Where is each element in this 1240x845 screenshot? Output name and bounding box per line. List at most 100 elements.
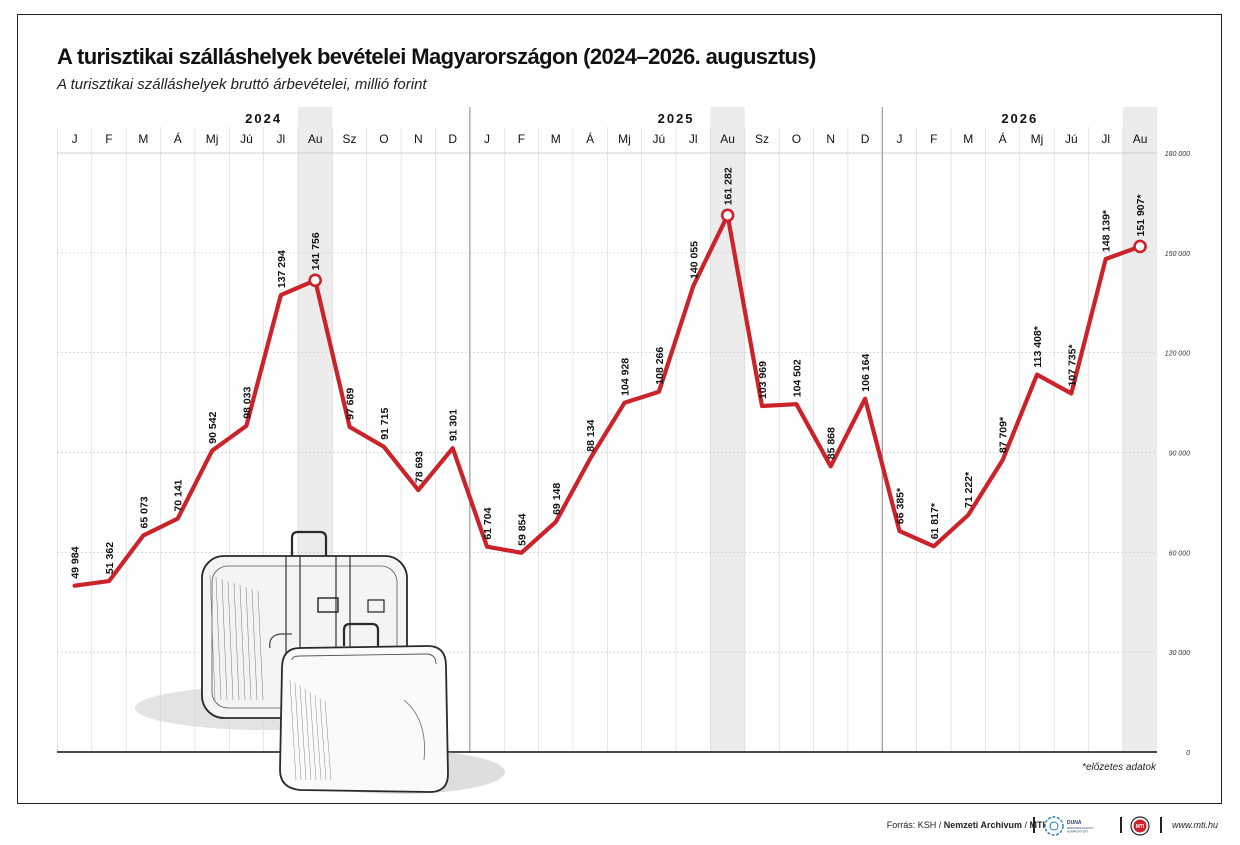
hatch-line (294, 682, 302, 781)
month-label: Sz (343, 132, 357, 146)
highlight-point (720, 208, 735, 223)
month-label: N (414, 132, 423, 146)
data-label: 65 073 (138, 496, 150, 528)
svg-text:DUNA: DUNA (1067, 820, 1082, 826)
data-label: 61 704 (482, 507, 494, 539)
month-label: O (792, 132, 801, 146)
source-archive: Nemzeti Archívum (943, 820, 1022, 830)
back-suitcase-handle (290, 530, 328, 556)
month-label: Mj (618, 132, 631, 146)
data-label: 113 408* (1032, 325, 1044, 367)
footer-divider (1120, 817, 1122, 833)
mti-logo: MTI (1130, 816, 1150, 836)
month-label: D (448, 132, 457, 146)
source-mti: MTI (1029, 820, 1046, 830)
month-label: Jl (689, 132, 698, 146)
data-label: 108 266 (654, 347, 666, 385)
hatch-line (221, 578, 228, 701)
data-label: 59 854 (516, 514, 528, 546)
hatch-line (299, 685, 307, 781)
month-label: Á (174, 131, 182, 146)
data-label: 91 715 (379, 408, 391, 440)
footer-divider (1033, 817, 1035, 833)
source-separator: / (1021, 820, 1030, 830)
year-label: 2025 (658, 111, 695, 126)
month-label: D (861, 132, 870, 146)
month-label: Mj (1031, 132, 1044, 146)
month-label: M (551, 132, 561, 146)
month-label: F (930, 132, 937, 146)
data-label: 85 868 (826, 427, 838, 459)
back-suitcase-latch (367, 599, 385, 613)
month-axis: J F M Á Mj Jú Jl Au Sz O N D J F M Á Mj Jú Jl Au Sz O N D J F M Á Mj… (72, 131, 1148, 146)
month-label: Jl (1101, 132, 1110, 146)
source-prefix: Forrás: KSH / (886, 820, 944, 830)
month-label: M (138, 132, 148, 146)
data-label: 70 141 (173, 479, 185, 511)
hatch-line (324, 700, 332, 781)
website-link[interactable]: www.mti.hu (1172, 820, 1219, 830)
month-label: Á (586, 131, 594, 146)
revenue-line (72, 213, 1143, 588)
data-label: 91 301 (448, 409, 460, 441)
data-label: 137 294 (276, 250, 288, 288)
data-label: 69 148 (551, 483, 563, 515)
month-label: Jú (240, 132, 253, 146)
svg-text:MTI: MTI (1136, 824, 1145, 830)
month-label: Mj (206, 132, 219, 146)
source-credit: Forrás: KSH / Nemzeti Archívum / MTI (887, 820, 1045, 830)
footer: Forrás: KSH / Nemzeti Archívum / MTI DUN… (0, 812, 1240, 840)
hatch-line (289, 679, 297, 781)
month-label: Sz (755, 132, 769, 146)
month-label: F (518, 132, 525, 146)
infographic-frame (17, 14, 1222, 804)
y-tick-label: 180 000 (1165, 151, 1190, 158)
data-label: 71 222* (963, 471, 975, 508)
front-suitcase-body (279, 645, 449, 793)
data-label: 66 385* (894, 487, 906, 524)
chart-title: A turisztikai szálláshelyek bevételei Ma… (57, 44, 816, 69)
data-label: 107 735* (1066, 344, 1078, 387)
svg-text:MÉDIASZOLGÁLTATÓ: MÉDIASZOLGÁLTATÓ (1067, 825, 1094, 830)
hatch-line (245, 586, 252, 701)
month-label: Jú (653, 132, 666, 146)
y-tick-label: 30 000 (1169, 650, 1191, 657)
year-header: 2024 2025 2026 (245, 111, 1036, 126)
month-label: J (896, 132, 902, 146)
hatch-line (257, 590, 264, 701)
hatch-line (251, 588, 258, 701)
suitcases-illustration (135, 530, 505, 794)
hatch-line (215, 576, 222, 701)
month-label: Á (999, 131, 1007, 146)
data-label: 98 033 (241, 386, 253, 418)
month-label: Jú (1065, 132, 1078, 146)
data-label: 61 817* (929, 502, 941, 539)
month-label: Au (1133, 132, 1148, 146)
month-label: F (105, 132, 112, 146)
hatch-line (239, 584, 246, 701)
hatch-line (403, 699, 425, 761)
month-label: Jl (276, 132, 285, 146)
data-label: 140 055 (688, 241, 700, 279)
highlight-point (1133, 239, 1147, 254)
hatch-line (309, 691, 317, 781)
front-suitcase-edge (291, 653, 437, 665)
footer-divider (1160, 817, 1162, 833)
y-tick-label: 120 000 (1165, 351, 1190, 358)
month-label: J (484, 132, 490, 146)
revenue-series (72, 208, 1147, 588)
hatch-line (209, 574, 216, 701)
hatch-line (314, 694, 322, 781)
data-label: 88 134 (585, 419, 597, 451)
data-label: 97 689 (345, 388, 357, 420)
month-label: Au (308, 132, 323, 146)
month-label: O (379, 132, 388, 146)
data-label: 104 928 (620, 358, 632, 396)
data-label: 87 709* (998, 416, 1010, 453)
front-suitcase-handle (342, 622, 380, 646)
back-suitcase-latch (317, 597, 339, 613)
y-axis: 0 30 000 60 000 90 000 120 000 150 000 180 000 (1165, 151, 1190, 757)
hatch-line (233, 582, 240, 701)
